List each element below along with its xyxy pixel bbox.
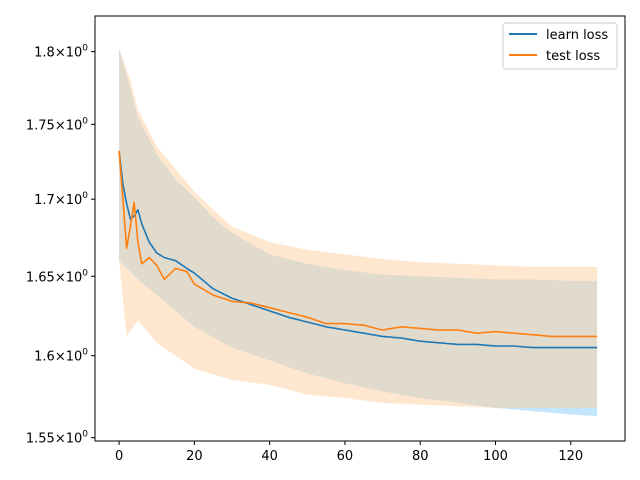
legend-label-1: test loss	[546, 49, 600, 64]
x-axis: 0 20 40 60 80 100 120	[115, 441, 583, 464]
x-tick-label: 20	[186, 449, 203, 464]
series-line-0	[118, 150, 598, 349]
y-tick-label: 1.75×100	[26, 116, 88, 133]
x-tick-label: 40	[261, 449, 278, 464]
x-tick-label: 120	[558, 449, 583, 464]
legend: learn loss test loss	[502, 22, 618, 70]
series-line-1	[118, 150, 598, 338]
y-tick-label: 1.65×100	[26, 268, 88, 285]
y-tick-label: 1.8×100	[34, 44, 88, 61]
y-tick-label: 1.6×100	[34, 348, 88, 365]
y-axis: 1.55×100 1.6×100 1.65×100 1.7×100 1.75×100 1.…	[26, 44, 95, 447]
confidence-bands	[119, 48, 598, 417]
x-tick-label: 0	[115, 449, 123, 464]
x-tick-label: 80	[412, 449, 429, 464]
series-lines	[118, 150, 598, 349]
plot-frame	[94, 15, 626, 442]
legend-label-0: learn loss	[546, 28, 608, 43]
y-tick-label: 1.7×100	[34, 191, 88, 208]
x-tick-label: 60	[337, 449, 354, 464]
band-1	[119, 48, 598, 408]
y-tick-label: 1.55×100	[26, 430, 88, 447]
x-tick-label: 100	[483, 449, 508, 464]
